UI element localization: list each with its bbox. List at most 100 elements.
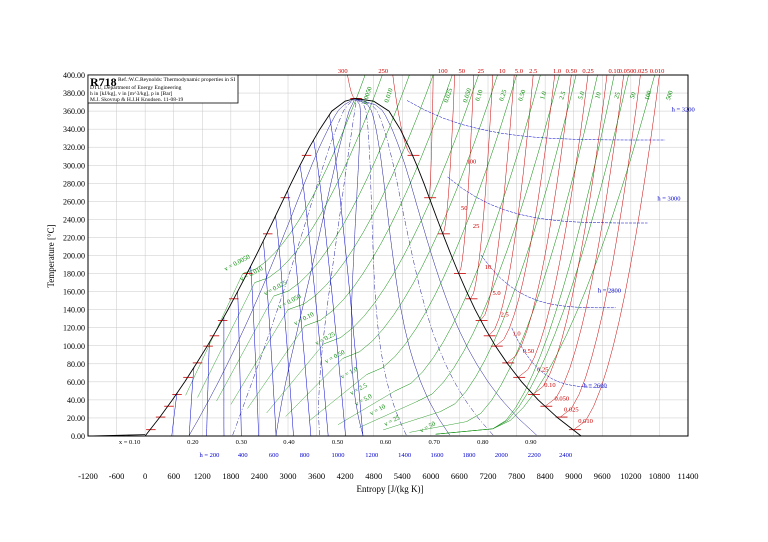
- plot-frame: [87, 74, 689, 437]
- isochore-liquid-curve: [383, 411, 441, 431]
- isenthalp-curve: [299, 165, 329, 437]
- y-tick-label: 0.00: [71, 432, 85, 441]
- x-tick-label: 4800: [365, 471, 382, 481]
- quality-label: x = 0.10: [119, 439, 141, 446]
- isobar-label: 0.10: [544, 382, 555, 389]
- x-tick-label: 1800: [222, 471, 239, 481]
- volume-top-label: 0.010: [383, 88, 394, 104]
- info-line-ref: Ref.:W.C.Reynolds: Thermodynamic propert…: [118, 76, 235, 83]
- y-tick-label: 180.00: [63, 270, 85, 279]
- enthalpy-axis-label: 1800: [462, 452, 475, 459]
- enthalpy-curve-label: h = 2600: [584, 382, 607, 389]
- isobar-label: 5.0: [493, 290, 501, 297]
- info-line-authors: M.J. Skovrup & H.J.H Knudsen. 11-08-19: [90, 97, 184, 103]
- x-tick-label: 10800: [649, 471, 670, 481]
- y-tick-label: 40.00: [67, 396, 85, 405]
- pressure-top-label: 2.5: [529, 68, 537, 75]
- isobar-curve: [428, 74, 434, 198]
- volume-top-label: 10: [594, 91, 603, 99]
- isochore-curve: [273, 74, 410, 297]
- quality-label: 0.50: [332, 439, 343, 446]
- isochore-liquid-curve: [409, 421, 467, 433]
- isobar-label: 1.0: [513, 331, 521, 338]
- quality-line-curve: [354, 98, 537, 436]
- pressure-top-label: 10: [499, 68, 506, 75]
- isobar-label: 0.025: [564, 406, 579, 413]
- enthalpy-curve-label: h = 3200: [672, 106, 695, 113]
- x-tick-label: 8400: [537, 471, 554, 481]
- isenthalp-superheat-curve: [406, 100, 666, 141]
- isochore-curve: [466, 74, 598, 422]
- x-tick-label: 7800: [508, 471, 525, 481]
- isochore-curve: [416, 74, 560, 402]
- isenthalp-superheat-curve: [447, 176, 648, 224]
- enthalpy-curve-label: h = 3000: [657, 196, 680, 203]
- quality-label: 0.70: [429, 439, 440, 446]
- saturated-liquid-curve: [144, 98, 356, 437]
- x-tick-label: 3600: [308, 471, 325, 481]
- pressure-top-label: 100: [438, 68, 448, 75]
- x-tick-label: 10200: [620, 471, 641, 481]
- isochore-curve: [242, 74, 366, 274]
- isobar-curve: [517, 74, 589, 378]
- isenthalp-curve: [329, 114, 364, 437]
- volume-top-label: 2.5: [558, 91, 567, 101]
- enthalpy-axis-label: 2200: [528, 452, 541, 459]
- y-tick-label: 300.00: [63, 161, 85, 170]
- x-tick-label: 1200: [194, 471, 211, 481]
- isochore-curve: [492, 74, 615, 430]
- isochore-curve: [366, 74, 517, 375]
- quality-line-curve: [354, 98, 450, 436]
- isenthalp-curve: [188, 367, 195, 437]
- x-tick-label: 7200: [480, 471, 497, 481]
- volume-top-label: 25: [613, 91, 622, 99]
- quality-line-curve: [354, 98, 494, 436]
- isobar-curve: [532, 74, 608, 395]
- volume-top-label: 5.0: [577, 91, 586, 101]
- isenthalp-superheat-curve: [511, 327, 607, 388]
- y-tick-label: 80.00: [67, 360, 85, 369]
- isobar-label: 0.050: [554, 396, 569, 403]
- isenthalp-curve: [275, 215, 294, 437]
- isobar-curve: [470, 74, 494, 299]
- isochore-curve: [492, 74, 655, 430]
- isochore-liquid-curve: [435, 428, 493, 435]
- pressure-top-label: 0.50: [566, 68, 577, 75]
- isochore-liquid-curve: [216, 296, 274, 402]
- isochore-curve: [254, 74, 383, 283]
- isobar-label: 0.50: [523, 348, 534, 355]
- x-tick-label: 0: [143, 471, 147, 481]
- isochore-curve: [492, 74, 629, 430]
- pressure-top-label: 25: [478, 68, 485, 75]
- quality-label: 0.30: [236, 439, 247, 446]
- isobar-curve: [495, 74, 555, 347]
- x-tick-label: -1200: [78, 471, 98, 481]
- saturated-vapor-curve: [354, 98, 582, 437]
- x-tick-label: 2400: [251, 471, 268, 481]
- quality-label: 0.60: [380, 439, 391, 446]
- isochore-liquid-curve: [285, 358, 343, 417]
- x-tick-label: 4200: [337, 471, 354, 481]
- y-tick-label: 380.00: [63, 89, 85, 98]
- isobar-curve: [347, 74, 356, 99]
- x-tick-label: 3000: [280, 471, 297, 481]
- pressure-top-label: 0.025: [633, 68, 648, 75]
- y-tick-label: 360.00: [63, 107, 85, 116]
- quality-line-curve: [351, 98, 364, 436]
- volume-top-label: 0.25: [498, 89, 508, 102]
- isobar-curve: [544, 74, 624, 407]
- enthalpy-axis-label: h = 200: [199, 452, 219, 459]
- x-tick-label: 9000: [565, 471, 582, 481]
- volume-top-label: 0.50: [517, 89, 527, 102]
- enthalpy-curve-label: h = 2800: [598, 288, 621, 295]
- isobar-label: 25: [473, 223, 480, 230]
- isochore-curve: [440, 74, 577, 412]
- isenthalp-curve: [206, 342, 210, 437]
- isochore-curve: [342, 74, 498, 359]
- isobar-curve: [458, 74, 474, 274]
- quality-line-curve: [354, 98, 407, 436]
- isobar-label: 100: [466, 158, 476, 165]
- enthalpy-axis-label: 1200: [365, 452, 378, 459]
- x-tick-label: 6000: [422, 471, 439, 481]
